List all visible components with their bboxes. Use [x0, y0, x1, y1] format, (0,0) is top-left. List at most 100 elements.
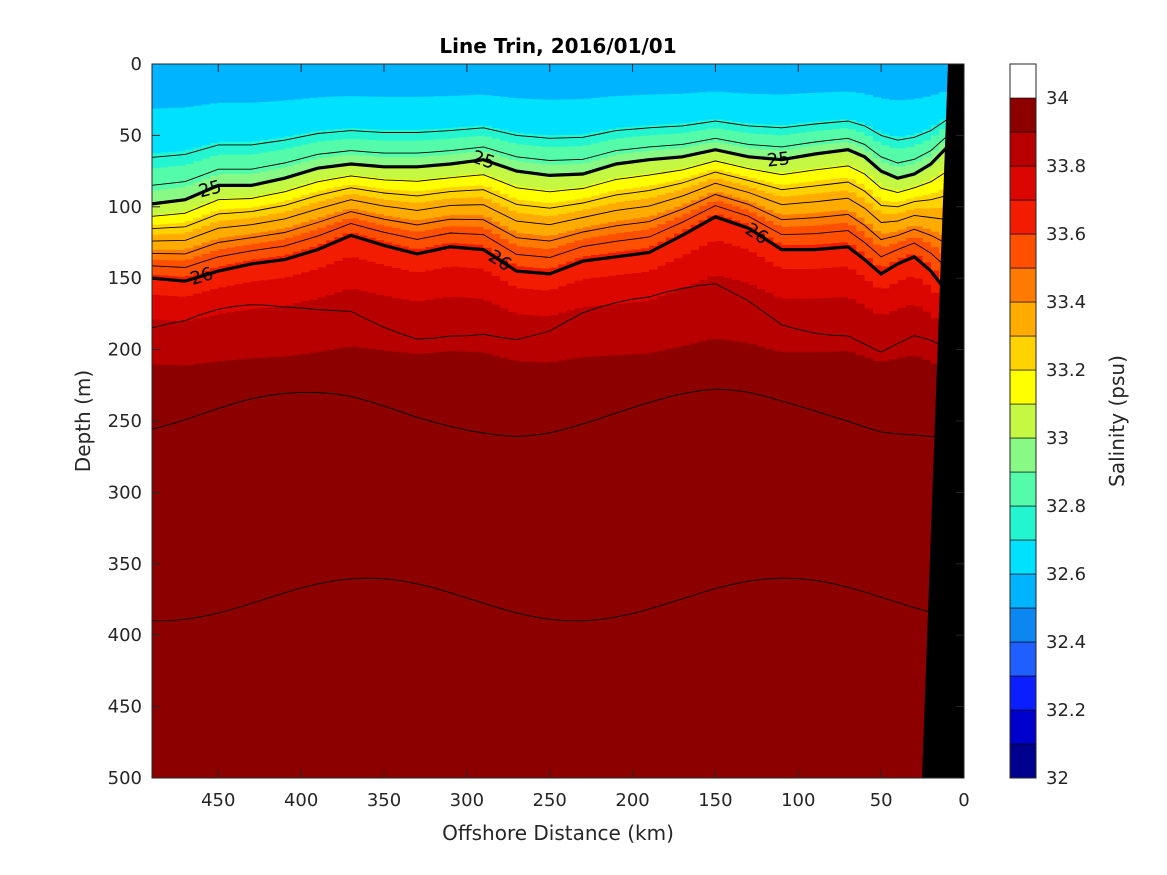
salinity-band-cell: [218, 64, 228, 104]
salinity-band-cell: [152, 108, 161, 154]
salinity-band-cell: [922, 156, 932, 169]
salinity-band-cell: [276, 306, 286, 358]
salinity-band-cell: [516, 132, 526, 145]
salinity-band-cell: [309, 203, 319, 221]
salinity-band-cell: [790, 64, 799, 95]
salinity-band-cell: [558, 312, 567, 362]
salinity-band-cell: [839, 64, 849, 93]
salinity-band-cell: [466, 226, 476, 245]
salinity-band-cell: [276, 256, 286, 279]
salinity-band-cell: [491, 355, 501, 778]
salinity-band-cell: [823, 130, 832, 145]
salinity-band-cell: [483, 271, 493, 302]
salinity-band-cell: [524, 187, 534, 202]
salinity-band-cell: [516, 266, 526, 289]
salinity-band-cell: [881, 162, 890, 176]
salinity-band-cell: [566, 243, 576, 262]
salinity-band-cell: [334, 139, 344, 157]
salinity-band-cell: [450, 164, 460, 177]
salinity-band-cell: [657, 195, 667, 214]
salinity-band-cell: [756, 346, 766, 778]
salinity-band-cell: [616, 220, 625, 234]
salinity-band-cell: [574, 199, 584, 212]
salinity-band-cell: [889, 178, 899, 191]
salinity-band-cell: [889, 243, 899, 263]
salinity-band-cell: [665, 64, 675, 95]
salinity-band-cell: [856, 217, 866, 232]
salinity-band-cell: [500, 181, 509, 195]
salinity-band-cell: [392, 228, 402, 246]
salinity-band-cell: [599, 97, 609, 131]
salinity-band-cell: [814, 121, 824, 132]
salinity-band-cell: [475, 197, 484, 216]
salinity-band-cell: [756, 124, 766, 135]
salinity-band-cell: [292, 146, 302, 165]
salinity-band-cell: [152, 214, 161, 226]
salinity-band-cell: [558, 64, 567, 101]
salinity-band-cell: [326, 167, 335, 179]
salinity-band-cell: [665, 134, 675, 150]
salinity-band-cell: [466, 215, 476, 228]
salinity-band-cell: [326, 140, 335, 158]
salinity-band-cell: [359, 128, 368, 141]
salinity-band-cell: [723, 162, 733, 173]
salinity-band-cell: [558, 233, 567, 247]
salinity-band-cell: [831, 223, 841, 244]
salinity-band-cell: [740, 64, 750, 94]
salinity-band-cell: [268, 170, 277, 183]
salinity-band-cell: [326, 350, 335, 778]
salinity-band-cell: [781, 64, 791, 95]
salinity-band-cell: [607, 139, 617, 157]
salinity-band-cell: [715, 119, 725, 130]
salinity-band-cell: [218, 220, 228, 239]
salinity-band-cell: [516, 98, 526, 134]
salinity-band-cell: [549, 189, 559, 204]
salinity-band-cell: [616, 154, 625, 166]
salinity-band-cell: [350, 175, 360, 186]
salinity-band-cell: [243, 154, 252, 175]
salinity-band-cell: [889, 136, 899, 149]
salinity-band-cell: [591, 225, 600, 238]
salinity-band-cell: [665, 237, 675, 263]
salinity-band-cell: [698, 205, 708, 221]
salinity-band-cell: [342, 289, 352, 348]
salinity-band-cell: [591, 277, 600, 307]
salinity-band-cell: [533, 175, 542, 190]
salinity-band-cell: [781, 245, 791, 270]
salinity-band-cell: [268, 307, 277, 358]
salinity-band-cell: [756, 159, 766, 171]
y-tick-label: 250: [108, 411, 142, 432]
salinity-band-cell: [823, 298, 832, 353]
salinity-band-cell: [831, 143, 841, 154]
salinity-band-cell: [690, 185, 700, 201]
salinity-band-cell: [226, 247, 236, 265]
salinity-band-cell: [541, 235, 551, 250]
salinity-band-cell: [864, 125, 874, 137]
salinity-band-cell: [234, 64, 244, 104]
salinity-band-cell: [814, 244, 824, 270]
salinity-band-cell: [930, 318, 940, 365]
salinity-band-cell: [872, 97, 882, 131]
salinity-band-cell: [707, 192, 716, 203]
salinity-band-cell: [690, 199, 700, 211]
salinity-band-cell: [475, 185, 484, 198]
salinity-band-cell: [251, 185, 261, 197]
salinity-band-cell: [889, 283, 899, 312]
salinity-band-cell: [276, 64, 286, 102]
salinity-band-cell: [930, 177, 940, 194]
salinity-band-cell: [533, 99, 542, 135]
salinity-band-cell: [558, 189, 567, 203]
salinity-band-cell: [442, 176, 451, 189]
salinity-band-cell: [533, 362, 542, 778]
salinity-band-cell: [806, 64, 816, 94]
salinity-band-cell: [640, 272, 650, 302]
salinity-band-cell: [317, 97, 327, 131]
salinity-band-cell: [185, 164, 194, 186]
colorbar-swatch: [1009, 539, 1037, 575]
salinity-band-cell: [723, 203, 733, 219]
salinity-band-cell: [930, 64, 940, 96]
salinity-band-cell: [466, 351, 476, 778]
salinity-band-cell: [201, 363, 211, 778]
salinity-band-cell: [922, 64, 932, 98]
salinity-band-cell: [234, 174, 244, 188]
